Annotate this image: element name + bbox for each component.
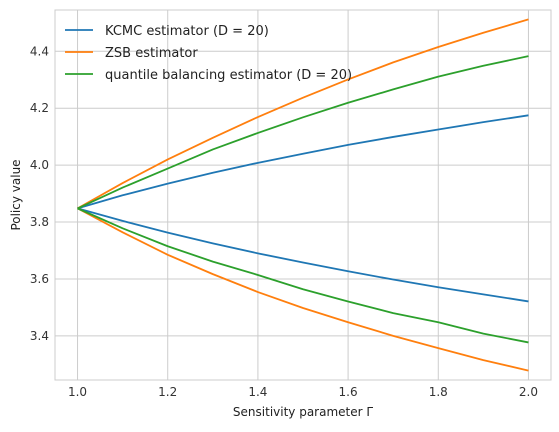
y-tick-label: 4.2 bbox=[30, 101, 49, 115]
legend-entry-label: KCMC estimator (D = 20) bbox=[105, 24, 269, 39]
series-line-upper bbox=[77, 18, 529, 210]
x-tick-label: 1.0 bbox=[68, 385, 87, 399]
series-lines bbox=[77, 18, 529, 372]
x-tick-labels: 1.0 1.2 1.4 1.6 1.8 2.0 bbox=[68, 385, 538, 399]
grid bbox=[55, 10, 551, 380]
series-line-upper bbox=[77, 55, 529, 210]
x-tick-label: 1.6 bbox=[339, 385, 358, 399]
plot-background bbox=[55, 10, 551, 380]
legend: KCMC estimator (D = 20) ZSB estimator quan… bbox=[65, 24, 352, 83]
x-tick-label: 2.0 bbox=[519, 385, 538, 399]
x-tick-label: 1.2 bbox=[158, 385, 177, 399]
series-line-lower bbox=[77, 207, 529, 303]
x-axis-label: Sensitivity parameter Γ bbox=[233, 405, 373, 419]
y-tick-label: 3.6 bbox=[30, 272, 49, 286]
plot-frame bbox=[54, 9, 552, 381]
legend-entry-label: ZSB estimator bbox=[105, 46, 198, 61]
y-tick-label: 4.0 bbox=[30, 158, 49, 172]
y-axis-label: Policy value bbox=[9, 159, 23, 230]
series-line-lower bbox=[77, 207, 529, 372]
series-line-upper bbox=[77, 114, 529, 210]
y-tick-labels: 3.4 3.6 3.8 4.0 4.2 4.4 bbox=[30, 44, 49, 343]
series-line-lower bbox=[77, 207, 529, 344]
x-tick-label: 1.8 bbox=[429, 385, 448, 399]
y-tick-label: 3.4 bbox=[30, 329, 49, 343]
y-tick-label: 4.4 bbox=[30, 44, 49, 58]
x-tick-label: 1.4 bbox=[248, 385, 267, 399]
y-tick-label: 3.8 bbox=[30, 215, 49, 229]
legend-entry-label: quantile balancing estimator (D = 20) bbox=[105, 68, 352, 83]
